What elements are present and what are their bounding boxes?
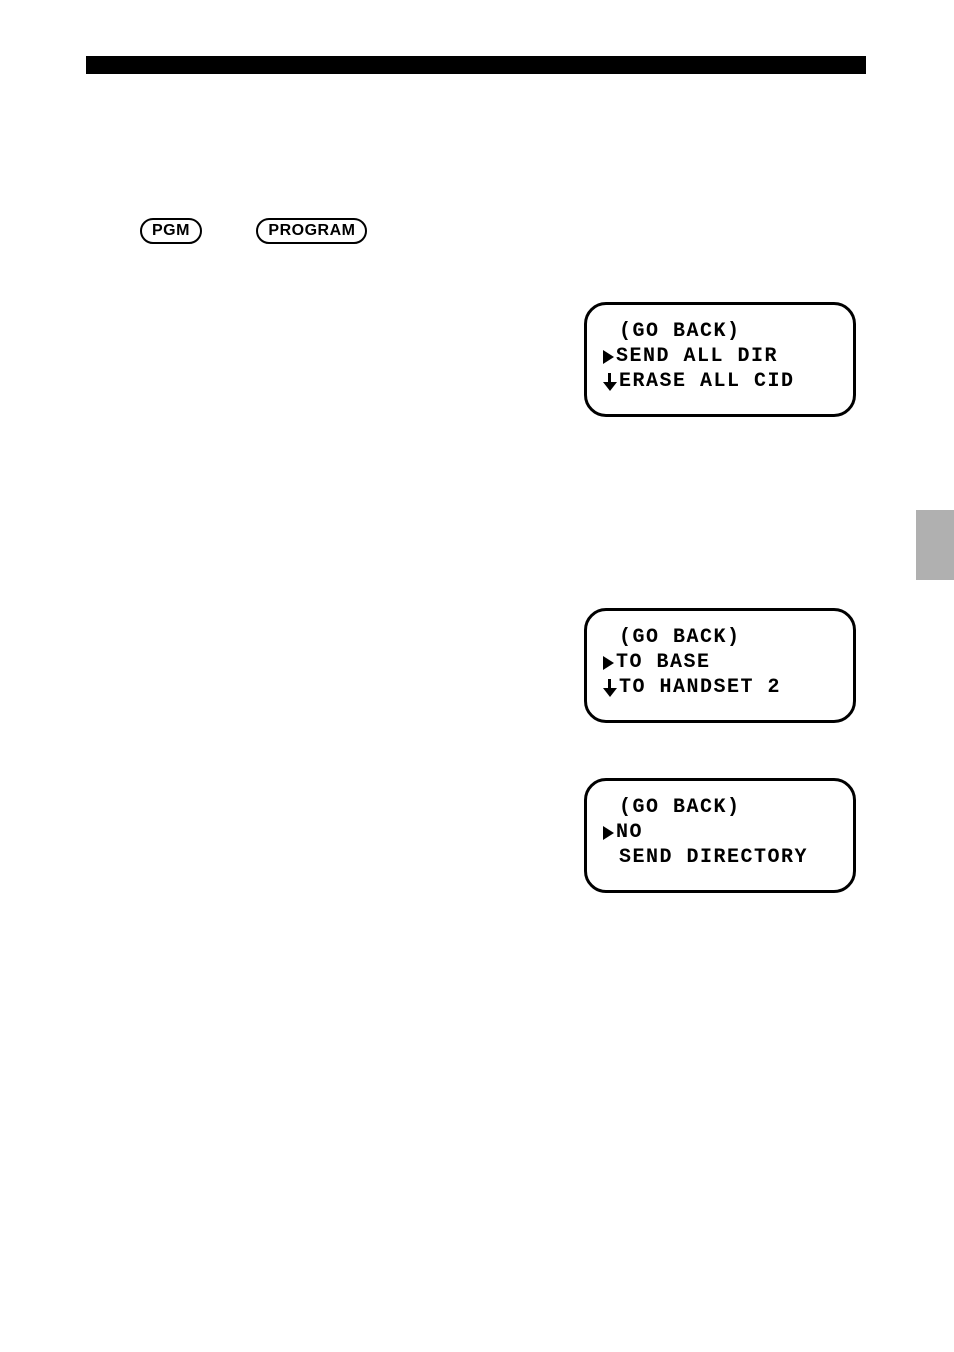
cursor-icon — [603, 656, 614, 670]
blank-prefix — [603, 845, 619, 870]
lcd-text: (GO BACK) — [619, 319, 741, 344]
blank-prefix — [603, 625, 619, 650]
program-button[interactable]: PROGRAM — [256, 218, 367, 244]
cursor-icon — [603, 350, 614, 364]
lcd-panel-2: (GO BACK) TO BASE TO HANDSET 2 — [584, 608, 856, 723]
lcd-panel-1: (GO BACK) SEND ALL DIR ERASE ALL CID — [584, 302, 856, 417]
lcd-text: (GO BACK) — [619, 795, 741, 820]
button-row: PGM PROGRAM — [140, 218, 417, 244]
lcd-panel-3: (GO BACK) NO SEND DIRECTORY — [584, 778, 856, 893]
lcd-line: NO — [603, 820, 839, 845]
lcd-text: TO HANDSET 2 — [619, 675, 781, 700]
lcd-line: SEND ALL DIR — [603, 344, 839, 369]
pgm-button[interactable]: PGM — [140, 218, 202, 244]
blank-prefix — [603, 795, 619, 820]
lcd-text: NO — [616, 820, 643, 845]
lcd-text: TO BASE — [616, 650, 711, 675]
cursor-icon — [603, 826, 614, 840]
down-arrow-icon — [603, 679, 617, 697]
lcd-line: (GO BACK) — [603, 625, 839, 650]
lcd-line: ERASE ALL CID — [603, 369, 839, 394]
lcd-text: SEND DIRECTORY — [619, 845, 808, 870]
lcd-text: (GO BACK) — [619, 625, 741, 650]
side-tab — [916, 510, 954, 580]
lcd-line: (GO BACK) — [603, 795, 839, 820]
lcd-text: ERASE ALL CID — [619, 369, 795, 394]
lcd-line: TO HANDSET 2 — [603, 675, 839, 700]
blank-prefix — [603, 319, 619, 344]
header-bar — [86, 56, 866, 74]
lcd-line: (GO BACK) — [603, 319, 839, 344]
lcd-line: TO BASE — [603, 650, 839, 675]
lcd-text: SEND ALL DIR — [616, 344, 778, 369]
lcd-line: SEND DIRECTORY — [603, 845, 839, 870]
down-arrow-icon — [603, 373, 617, 391]
